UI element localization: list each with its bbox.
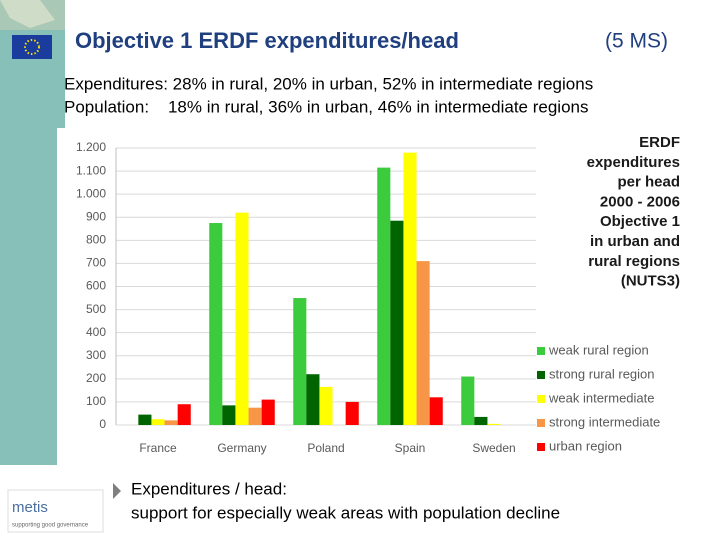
bar — [306, 374, 320, 425]
bar — [487, 423, 501, 425]
y-tick-label: 1.000 — [76, 186, 106, 200]
x-tick-label: Germany — [217, 441, 266, 455]
chart: 0 100 200 300 400 500 600 700 800 900 1.000 1.100 1.… — [76, 134, 680, 455]
bar — [429, 397, 443, 425]
annotation: rural regions — [588, 253, 680, 270]
x-tick-label: Poland — [307, 441, 344, 455]
legend-swatch — [537, 419, 545, 427]
y-tick-label: 700 — [86, 256, 106, 270]
bar — [474, 416, 488, 425]
eu-stars — [24, 39, 40, 55]
logo-tagline: supporting good governance — [12, 523, 89, 529]
annotation: Objective 1 — [600, 213, 680, 230]
side-strip — [0, 0, 65, 465]
y-tick-label: 900 — [86, 209, 106, 223]
bar — [345, 401, 359, 425]
bar — [138, 414, 152, 425]
x-tick-label: France — [139, 441, 177, 455]
bar — [177, 404, 191, 425]
bar — [235, 212, 249, 425]
legend-label: urban region — [549, 438, 622, 453]
legend-label: strong rural region — [549, 366, 655, 381]
bar — [416, 261, 430, 425]
annotation: in urban and — [590, 233, 680, 250]
y-tick-label: 1.200 — [76, 140, 106, 154]
bar — [377, 167, 391, 425]
chart-area — [57, 128, 690, 465]
y-tick-label: 500 — [86, 302, 106, 316]
x-tick-label: Sweden — [472, 441, 515, 455]
text-line: Population: 18% in rural, 36% in urban, … — [64, 97, 588, 116]
x-tick-label: Spain — [395, 441, 426, 455]
bar — [390, 220, 404, 425]
legend-swatch — [537, 395, 545, 403]
legend-label: strong intermediate — [549, 414, 660, 429]
logo: metis — [12, 499, 48, 516]
y-tick-label: 0 — [99, 417, 106, 431]
legend-label: weak intermediate — [548, 390, 655, 405]
bar — [261, 399, 275, 425]
legend-label: weak rural region — [548, 342, 649, 357]
bar — [293, 298, 307, 425]
annotation: expenditures — [587, 154, 680, 171]
bar — [248, 407, 262, 425]
annotation: (NUTS3) — [621, 273, 680, 290]
y-tick-label: 200 — [86, 371, 106, 385]
legend-swatch — [537, 371, 545, 379]
annotation: 2000 - 2006 — [600, 193, 680, 210]
bar — [209, 223, 223, 425]
text-line: Expenditures: 28% in rural, 20% in urban… — [64, 74, 593, 93]
bar — [222, 405, 236, 425]
y-tick-label: 400 — [86, 325, 106, 339]
annotation: per head — [617, 174, 680, 191]
bullet-text: Expenditures / head: — [131, 479, 287, 498]
y-tick-label: 300 — [86, 348, 106, 362]
bar — [403, 152, 417, 425]
y-tick-label: 800 — [86, 233, 106, 247]
legend-swatch — [537, 443, 545, 451]
bullet-arrow — [113, 483, 121, 499]
annotation: ERDF — [639, 134, 680, 151]
bullet-text: support for especially weak areas with p… — [131, 503, 560, 522]
legend-swatch — [537, 347, 545, 355]
map-shape — [0, 0, 55, 28]
bar — [319, 386, 333, 425]
logo-box — [7, 489, 104, 533]
bar — [461, 376, 475, 425]
eu-flag — [12, 35, 52, 59]
y-tick-label: 600 — [86, 279, 106, 293]
bar — [164, 420, 178, 425]
title: Objective 1 ERDF expenditures/head — [75, 28, 459, 53]
bar — [151, 419, 165, 425]
y-tick-label: 100 — [86, 394, 106, 408]
y-tick-label: 1.100 — [76, 163, 106, 177]
title-note: (5 MS) — [605, 30, 668, 53]
